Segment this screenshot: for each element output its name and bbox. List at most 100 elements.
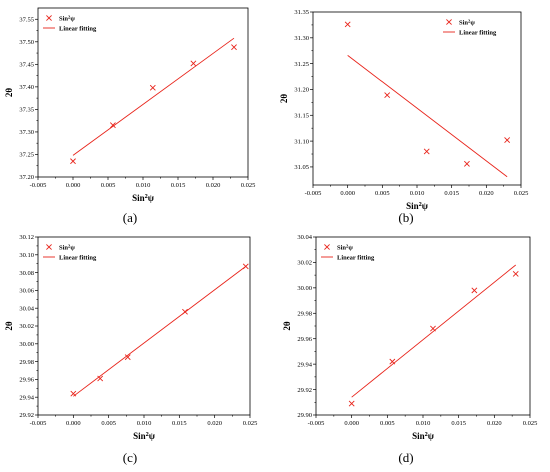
x-tick-label: 0.005: [380, 420, 395, 427]
y-tick-label: 30.02: [19, 323, 34, 330]
x-tick-label: 0.010: [416, 420, 431, 427]
y-tick-label: 29.94: [19, 394, 34, 401]
legend-entry-label: Linear fitting: [459, 29, 497, 36]
y-tick-label: 30.02: [297, 260, 312, 267]
y-tick-label: 29.92: [297, 387, 312, 394]
panel-caption: (b): [398, 210, 413, 225]
chart-panel-b: -0.005 0.000 0.005 0.010 0.015 0.020 0.025 31.0…: [279, 9, 528, 225]
chart-panel-d: -0.005 0.000 0.005 0.010 0.015 0.020 0.025 29.9…: [282, 234, 537, 465]
data-point-marker: [504, 137, 511, 143]
panel-caption: (d): [398, 450, 413, 465]
x-axis-label: Sin2ψ: [132, 193, 155, 204]
x-tick-label: 0.015: [171, 182, 186, 189]
x-tick-label: 0.005: [101, 420, 116, 427]
x-tick-label: 0.010: [137, 420, 152, 427]
x-tick-label: 0.020: [207, 420, 222, 427]
y-axis-label: 2θ: [282, 321, 292, 331]
x-tick-label: 0.015: [172, 420, 187, 427]
y-tick-label: 37.35: [19, 107, 34, 114]
x-tick-label: 0.020: [487, 420, 502, 427]
legend-marker-points: [46, 244, 52, 250]
data-point-marker: [471, 287, 478, 294]
data-point-marker: [423, 148, 430, 155]
fit-line: [351, 264, 517, 398]
x-axis-label: Sin2ψ: [412, 431, 435, 442]
x-tick-label: -0.005: [308, 420, 325, 427]
y-tick-label: 37.30: [19, 129, 34, 136]
data-point-marker: [149, 84, 156, 91]
x-tick-label: 0.020: [479, 190, 494, 197]
legend-marker-points: [46, 15, 52, 21]
y-tick-label: 30.00: [297, 285, 312, 292]
y-tick-label: 37.25: [19, 152, 34, 159]
x-tick-label: 0.005: [375, 190, 390, 197]
y-axis-label: 2θ: [279, 94, 289, 104]
legend-entry-label: Sin2ψ: [59, 243, 75, 252]
fit-line: [73, 266, 247, 397]
chart-panel-a: -0.005 0.000 0.005 0.010 0.015 0.020 0.025 37.2…: [4, 7, 256, 225]
legend-entry-label: Linear fitting: [59, 25, 97, 32]
fit-line: [347, 55, 508, 178]
x-tick-label: 0.025: [243, 420, 258, 427]
y-tick-label: 37.40: [19, 84, 34, 91]
legend-entry-label: Sin2ψ: [337, 243, 353, 252]
data-point-marker: [70, 158, 76, 165]
x-tick-label: 0.025: [523, 420, 538, 427]
data-point-marker: [190, 60, 197, 67]
plot-frame: [315, 236, 531, 416]
x-tick-label: 0.000: [340, 190, 355, 197]
x-tick-label: 0.015: [451, 420, 466, 427]
y-tick-label: 31.25: [294, 61, 309, 68]
plot-frame: [37, 236, 251, 416]
y-tick-label: 30.06: [19, 288, 34, 295]
data-point-marker: [97, 375, 104, 382]
x-tick-label: 0.000: [344, 420, 359, 427]
y-tick-label: 31.30: [294, 35, 309, 42]
chart-panel-c: -0.005 0.000 0.005 0.010 0.015 0.020 0.025 29.9…: [4, 234, 257, 465]
data-point-marker: [109, 122, 116, 129]
y-tick-label: 37.55: [19, 16, 34, 23]
x-tick-label: 0.010: [410, 190, 425, 197]
data-point-marker: [512, 270, 519, 277]
y-tick-label: 31.05: [294, 164, 309, 171]
y-tick-label: 29.90: [297, 412, 312, 419]
x-tick-label: 0.025: [241, 182, 256, 189]
y-tick-label: 29.98: [297, 310, 312, 317]
plot-frame: [37, 7, 249, 178]
y-tick-label: 29.96: [19, 377, 34, 384]
x-tick-label: 0.000: [66, 182, 81, 189]
legend-marker-points: [446, 19, 452, 25]
x-tick-label: 0.020: [206, 182, 221, 189]
x-tick-label: 0.010: [136, 182, 151, 189]
panel-caption: (a): [123, 210, 137, 225]
y-tick-label: 37.50: [19, 39, 34, 46]
y-axis-label: 2θ: [4, 321, 14, 331]
y-tick-label: 29.96: [297, 336, 312, 343]
y-tick-label: 30.12: [19, 234, 34, 241]
y-tick-label: 29.92: [19, 412, 34, 419]
data-point-marker: [344, 21, 351, 28]
legend-entry-label: Linear fitting: [337, 254, 375, 261]
data-point-marker: [348, 400, 355, 407]
y-tick-label: 31.35: [294, 9, 309, 16]
y-tick-label: 29.98: [19, 359, 34, 366]
y-tick-label: 30.00: [19, 341, 34, 348]
plot-frame: [312, 11, 522, 186]
y-tick-label: 37.45: [19, 62, 34, 69]
x-tick-label: -0.005: [30, 420, 47, 427]
data-point-marker: [231, 44, 237, 51]
data-point-marker: [124, 354, 131, 361]
y-tick-label: 37.20: [19, 174, 34, 181]
y-tick-label: 30.08: [19, 270, 34, 277]
y-axis-label: 2θ: [4, 88, 14, 98]
x-axis-label: Sin2ψ: [406, 201, 429, 212]
x-tick-label: 0.005: [101, 182, 116, 189]
x-axis-label: Sin2ψ: [133, 431, 156, 442]
x-tick-label: 0.000: [66, 420, 81, 427]
x-tick-label: -0.005: [305, 190, 322, 197]
y-tick-label: 30.04: [19, 305, 34, 312]
data-point-marker: [464, 160, 470, 167]
legend-entry-label: Linear fitting: [59, 254, 97, 261]
y-tick-label: 31.20: [294, 87, 309, 94]
